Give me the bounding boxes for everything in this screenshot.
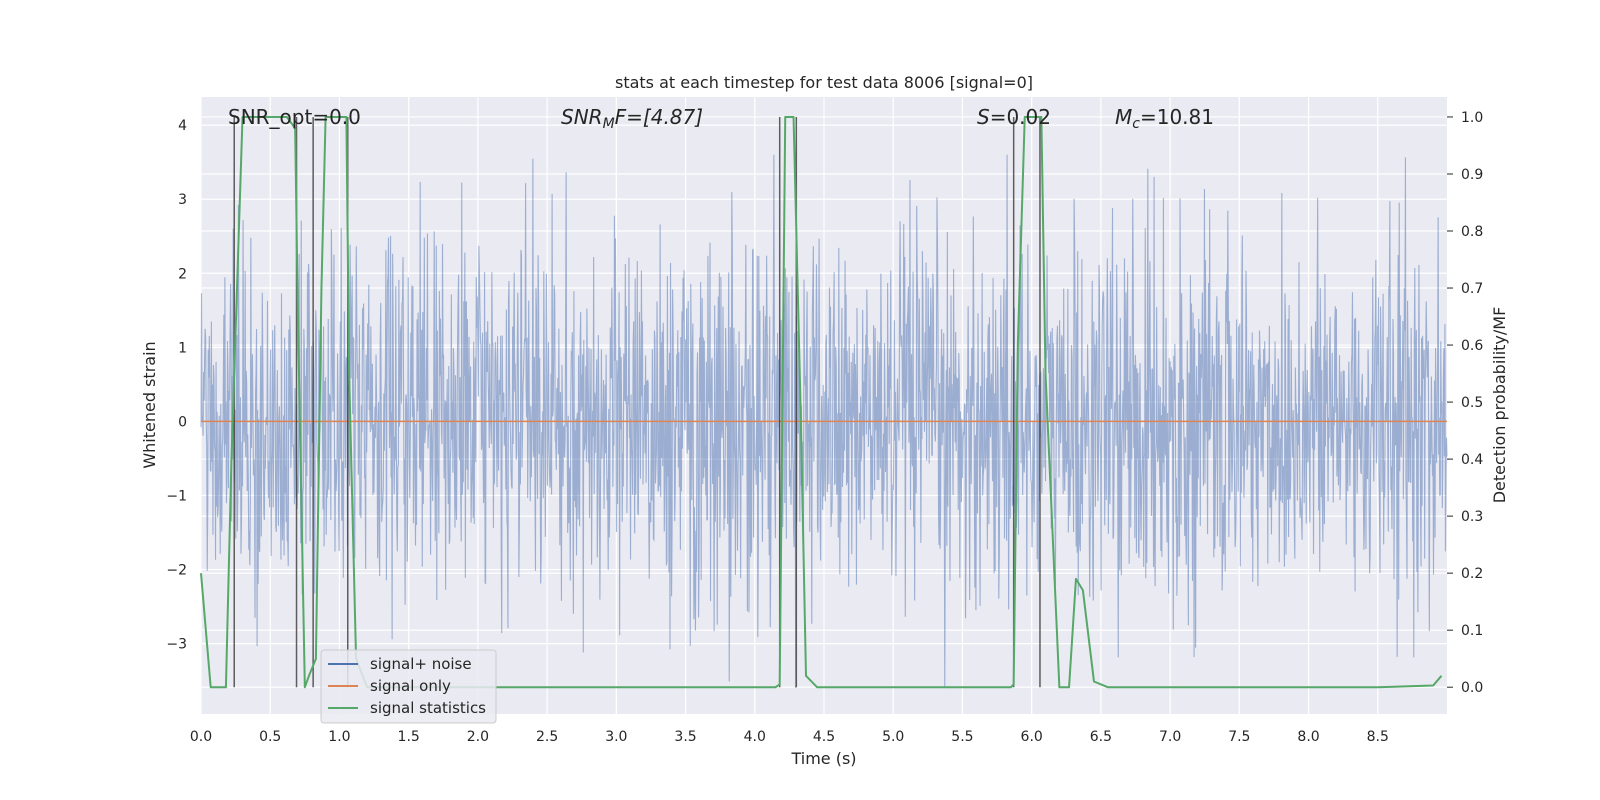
tick-labels: 0.0 0.5 1.0 1.5 2.0 2.5 3.0 3.5 4.0 4.5 5.0 5.5 6.0 6…	[166, 110, 1483, 745]
y-left-tick-label-1: −2	[166, 563, 187, 579]
x-tick-label-0: 0.0	[190, 729, 212, 745]
y-right-tick-label-9: 0.9	[1461, 167, 1483, 183]
x-tick-label-1: 0.5	[259, 729, 281, 745]
x-tick-label-3: 1.5	[398, 729, 420, 745]
legend: signal+ noise signal only signal statist…	[320, 649, 497, 724]
annotation-mc-main: M	[1115, 105, 1132, 129]
legend-box	[320, 649, 497, 724]
x-tick-label-4: 2.0	[467, 729, 489, 745]
x-tick-label-11: 5.5	[951, 729, 973, 745]
x-tick-label-10: 5.0	[882, 729, 904, 745]
x-tick-label-15: 7.5	[1228, 729, 1250, 745]
x-tick-label-16: 8.0	[1297, 729, 1319, 745]
y-right-tick-label-1: 0.1	[1461, 623, 1483, 639]
legend-label-statistics: signal statistics	[370, 699, 486, 717]
x-axis-label: Time (s)	[790, 749, 856, 768]
x-tick-label-7: 3.5	[674, 729, 696, 745]
annotation-snr-mf-rest: F=[4.87]	[615, 105, 703, 129]
x-tick-label-5: 2.5	[536, 729, 558, 745]
y-right-tick-label-5: 0.5	[1461, 395, 1483, 411]
y-right-tick-label-10: 1.0	[1461, 110, 1483, 126]
y-right-tick-label-6: 0.6	[1461, 338, 1483, 354]
y-left-tick-label-4: 1	[178, 340, 187, 356]
y-right-tick-label-3: 0.3	[1461, 509, 1483, 525]
y-axis-label-right: Detection probability/MF	[1490, 307, 1509, 504]
x-tick-label-13: 6.5	[1090, 729, 1112, 745]
signal-statistics-line	[200, 115, 1443, 689]
y-left-tick-label-0: −3	[166, 637, 187, 653]
annotation-mc: Mc=10.81	[1115, 105, 1214, 132]
y-axis-label-left: Whitened strain	[140, 341, 159, 468]
x-tick-label-14: 7.0	[1159, 729, 1181, 745]
y-left-tick-label-5: 2	[178, 266, 187, 282]
x-tick-label-9: 4.5	[813, 729, 835, 745]
y-left-tick-label-7: 4	[178, 118, 187, 134]
y-right-tick-label-7: 0.7	[1461, 281, 1483, 297]
x-tick-label-6: 3.0	[605, 729, 627, 745]
y-left-tick-label-3: 0	[178, 414, 187, 430]
x-tick-label-8: 4.0	[744, 729, 766, 745]
noise-line	[200, 154, 1448, 689]
legend-label-signal-only: signal only	[370, 677, 451, 695]
y-left-tick-label-2: −1	[166, 488, 187, 504]
x-tick-label-2: 1.0	[328, 729, 350, 745]
noise-series	[200, 154, 1448, 689]
annotation-mc-rest: =10.81	[1140, 105, 1214, 129]
y-right-tick-label-4: 0.4	[1461, 452, 1483, 468]
annotation-snr-mf-main: SNR	[561, 105, 603, 129]
annotation-s-main: S	[977, 105, 990, 129]
y-left-tick-label-6: 3	[178, 192, 187, 208]
annotation-snr-mf-sub: M	[603, 116, 615, 132]
y-right-tick-label-2: 0.2	[1461, 566, 1483, 582]
annotation-s: S=0.02	[977, 105, 1051, 129]
annotation-snr-opt: SNR_opt=0.0	[228, 105, 361, 129]
signal-statistics-series	[200, 115, 1443, 689]
annotation-snr-mf: SNRMF=[4.87]	[561, 105, 703, 132]
x-tick-label-17: 8.5	[1367, 729, 1389, 745]
annotation-s-rest: =0.02	[990, 105, 1051, 129]
x-tick-label-12: 6.0	[1021, 729, 1043, 745]
chart-title: stats at each timestep for test data 800…	[615, 73, 1033, 92]
annotation-mc-sub: c	[1132, 116, 1140, 132]
legend-label-noise: signal+ noise	[370, 655, 472, 673]
y-right-tick-label-8: 0.8	[1461, 224, 1483, 240]
y-right-tick-label-0: 0.0	[1461, 680, 1483, 696]
